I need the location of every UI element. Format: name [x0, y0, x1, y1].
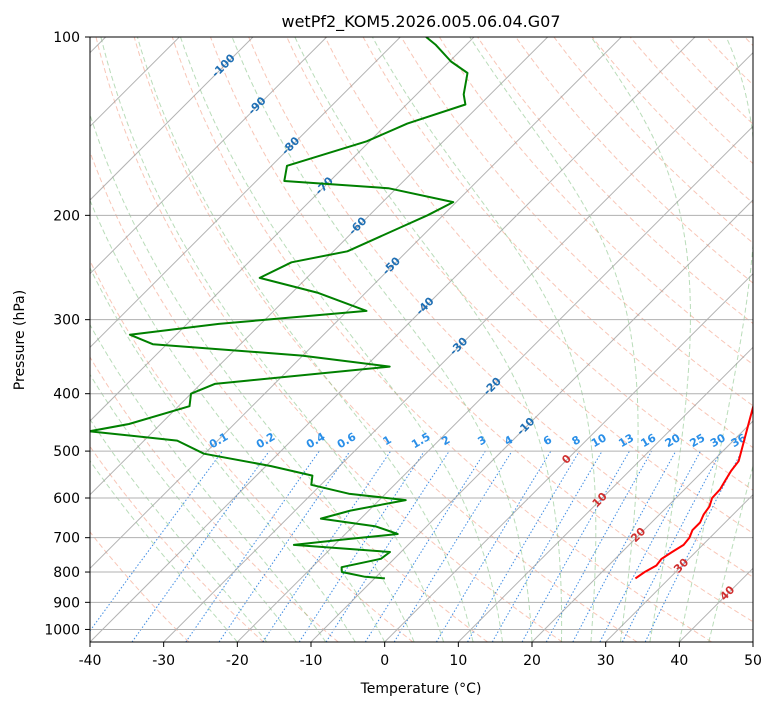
moist-adiabat [100, 37, 445, 642]
chart-title: wetPf2_KOM5.2026.005.06.04.G07 [281, 12, 560, 32]
mixing-ratio-line [521, 450, 630, 642]
mixing-ratio-lines [90, 450, 743, 642]
isotherm [90, 37, 622, 570]
x-tick-label: -40 [79, 653, 102, 669]
mixing-ratio-line [185, 450, 320, 642]
dry-adiabat [90, 356, 339, 642]
moist-adiabat [90, 323, 327, 642]
isotherm [531, 420, 753, 642]
isotherm [605, 493, 753, 642]
y-tick-label: 1000 [44, 622, 80, 638]
dry-adiabat [553, 37, 753, 244]
mixing-ratio-line [644, 450, 743, 642]
x-tick-label: -10 [300, 653, 323, 669]
x-tick-label: -20 [226, 653, 249, 669]
y-tick-label: 100 [53, 30, 80, 46]
isotherm [163, 51, 753, 642]
dry-adiabat [438, 37, 753, 366]
moist-adiabat [90, 266, 356, 642]
moist-adiabat [371, 37, 597, 642]
moist-adiabat [469, 37, 639, 642]
isotherm [457, 346, 753, 642]
dry-adiabat [90, 259, 414, 642]
mixing-ratio-line [393, 450, 513, 642]
isotherm [90, 37, 254, 201]
plot-frame [89, 36, 754, 643]
x-tick-label: 50 [744, 653, 762, 669]
mixing-ratio-line [325, 450, 450, 642]
dewpoint-line [90, 37, 469, 580]
mixing-ratio-line [491, 450, 603, 642]
dry-adiabat [477, 37, 753, 325]
y-tick-label: 200 [53, 208, 80, 224]
y-tick-label: 600 [53, 491, 80, 507]
y-tick-label: 300 [53, 313, 80, 329]
mixing-ratio-line [218, 450, 351, 642]
dry-adiabat [591, 37, 753, 204]
isotherm [310, 199, 753, 642]
moist-adiabat [90, 460, 238, 642]
moist-adiabats [90, 37, 753, 642]
dry-adiabat [90, 531, 190, 642]
dry-adiabat [171, 37, 712, 642]
moist-adiabat [708, 464, 753, 642]
isotherm [90, 37, 401, 349]
mixing-ratio-line [298, 450, 425, 642]
moist-adiabat [180, 37, 503, 642]
y-tick-label: 900 [53, 595, 80, 611]
dry-adiabat [248, 37, 753, 578]
moist-adiabat [590, 37, 691, 642]
dry-adiabat [286, 37, 753, 534]
x-tick-label: 20 [523, 653, 541, 669]
y-tick-label: 400 [53, 387, 80, 403]
moist-adiabat [294, 37, 563, 642]
x-axis-ticks: -40 -30 -20 -10 0 10 20 30 40 50 [79, 642, 762, 669]
moist-adiabat [90, 418, 268, 642]
y-tick-label: 700 [53, 531, 80, 547]
moist-adiabat [90, 199, 386, 642]
moist-adiabat [136, 37, 474, 642]
isotherm [90, 37, 328, 275]
isotherm [90, 37, 696, 642]
y-axis-ticks: 100 200 300 400 500 600 700 800 900 1000 [44, 30, 90, 638]
x-tick-label: -30 [152, 653, 175, 669]
dry-adiabat [90, 150, 488, 642]
mixing-ratio-line [131, 450, 270, 642]
mixing-ratio-line [599, 450, 701, 642]
isotherm [236, 125, 753, 642]
moist-adiabat [231, 37, 533, 642]
moist-adiabat [90, 373, 297, 642]
dry-adiabat [95, 37, 563, 642]
moist-adiabat [678, 37, 753, 642]
y-tick-label: 500 [53, 444, 80, 460]
y-axis-label: Pressure (hPa) [12, 290, 28, 390]
mixing-ratio-line [90, 450, 223, 632]
isotherm [384, 272, 753, 642]
mixing-ratio-line [572, 450, 677, 642]
dry-adiabat [210, 37, 753, 623]
isotherm [90, 37, 549, 496]
dry-adiabat [133, 37, 638, 642]
x-tick-label: 10 [449, 653, 467, 669]
x-axis-label: Temperature (°C) [360, 681, 482, 697]
x-tick-label: 0 [380, 653, 389, 669]
x-tick-label: 40 [670, 653, 688, 669]
dry-adiabat [400, 37, 753, 407]
mixing-ratio-line [364, 450, 486, 642]
mixing-ratio-line [621, 450, 722, 642]
dry-adiabat [324, 37, 753, 491]
x-tick-label: 30 [597, 653, 615, 669]
y-tick-label: 800 [53, 565, 80, 581]
